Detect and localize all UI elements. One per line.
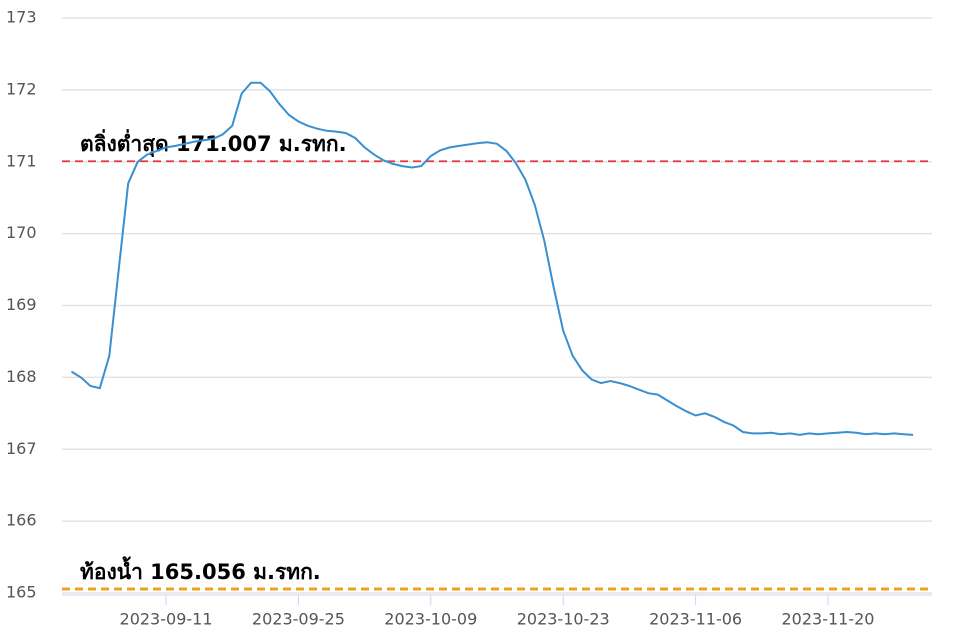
x-tick-label: 2023-11-06 xyxy=(649,610,742,629)
data-line xyxy=(70,81,914,436)
y-tick-label: 172 xyxy=(6,79,37,98)
y-tick-label: 167 xyxy=(6,439,37,458)
y-tick-label: 173 xyxy=(6,8,37,27)
y-tick-label: 165 xyxy=(6,583,37,602)
y-tick-label: 171 xyxy=(6,151,37,170)
x-tick-label: 2023-09-11 xyxy=(120,610,213,629)
y-tick-label: 168 xyxy=(6,367,37,386)
y-tick-label: 169 xyxy=(6,295,37,314)
x-tick-label: 2023-10-23 xyxy=(517,610,610,629)
reference-label: ท้องน้ำ 165.056 ม.รทก. xyxy=(80,556,321,584)
x-tick-label: 2023-10-09 xyxy=(384,610,477,629)
y-tick-label: 166 xyxy=(6,511,37,530)
y-tick-label: 170 xyxy=(6,223,37,242)
x-tick-label: 2023-11-20 xyxy=(781,610,874,629)
x-tick-label: 2023-09-25 xyxy=(252,610,345,629)
reference-label: ตลิ่งต่ำสุด 171.007 ม.รทก. xyxy=(80,128,347,158)
